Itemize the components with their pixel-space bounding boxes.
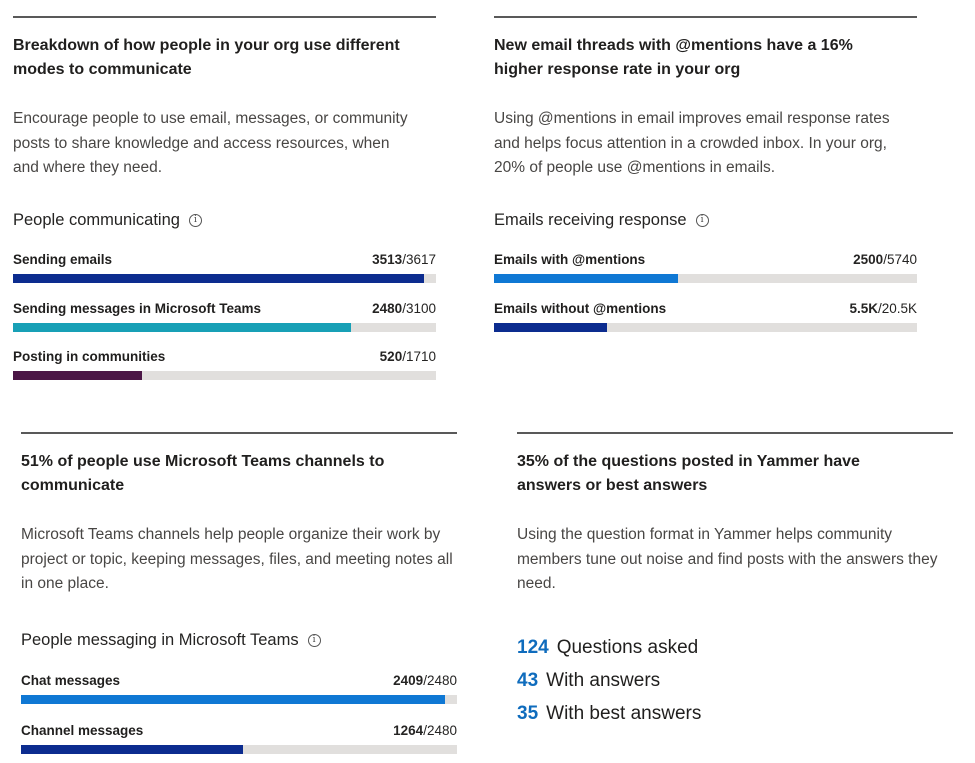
stat-label: Questions asked xyxy=(556,637,699,658)
stat-number: 124 xyxy=(517,637,549,658)
metric-label: Emails without @mentions xyxy=(494,301,667,316)
section-heading-label: People messaging in Microsoft Teams xyxy=(21,631,299,649)
card-description: Microsoft Teams channels help people org… xyxy=(21,526,453,592)
card-title: 35% of the questions posted in Yammer ha… xyxy=(517,453,860,494)
info-icon[interactable]: i xyxy=(695,213,709,227)
card-title: 51% of people use Microsoft Teams channe… xyxy=(21,453,385,494)
metric-label: Channel messages xyxy=(21,723,144,738)
stat-label: With answers xyxy=(546,670,661,691)
section-heading: People messaging in Microsoft Teams i xyxy=(21,629,321,651)
metric-row-posting-communities: Posting in communities 520/1710 xyxy=(13,348,436,380)
progress-track xyxy=(494,323,917,332)
card-title: Breakdown of how people in your org use … xyxy=(13,37,400,78)
card-top-rule xyxy=(494,16,917,18)
metric-row-sending-messages-teams: Sending messages in Microsoft Teams 2480… xyxy=(13,300,436,332)
progress-fill xyxy=(13,274,424,283)
section-heading: Emails receiving response i xyxy=(494,209,709,231)
metric-value: 520/1710 xyxy=(379,349,436,364)
section-heading-label: Emails receiving response xyxy=(494,211,687,229)
info-icon[interactable]: i xyxy=(188,213,202,227)
card-top-rule xyxy=(13,16,436,18)
progress-track xyxy=(13,371,436,380)
card-description: Using @mentions in email improves email … xyxy=(494,110,890,176)
metric-value: 1264/2480 xyxy=(393,723,457,738)
metric-value: 5.5K/20.5K xyxy=(849,301,917,316)
metric-row-chat-messages: Chat messages 2409/2480 xyxy=(21,672,457,704)
card-description: Encourage people to use email, messages,… xyxy=(13,110,408,176)
metric-row-emails-with-mentions: Emails with @mentions 2500/5740 xyxy=(494,251,917,283)
progress-track xyxy=(13,323,436,332)
metric-row-emails-without-mentions: Emails without @mentions 5.5K/20.5K xyxy=(494,300,917,332)
progress-track xyxy=(494,274,917,283)
progress-fill xyxy=(21,695,445,704)
stat-number: 43 xyxy=(517,670,539,691)
progress-track xyxy=(21,745,457,754)
progress-fill xyxy=(494,323,608,332)
metric-value: 2409/2480 xyxy=(393,673,457,688)
communication-modes-card: Breakdown of how people in your org use … xyxy=(13,16,436,386)
card-description: Using the question format in Yammer help… xyxy=(517,526,938,592)
metric-label: Sending messages in Microsoft Teams xyxy=(13,301,262,316)
progress-fill xyxy=(13,323,352,332)
metric-value: 2480/3100 xyxy=(372,301,436,316)
yammer-questions-card: 35% of the questions posted in Yammer ha… xyxy=(517,432,953,732)
progress-fill xyxy=(13,371,142,380)
progress-track xyxy=(13,274,436,283)
metric-value: 3513/3617 xyxy=(372,252,436,267)
stat-with-best-answers: 35 With best answers xyxy=(517,701,701,727)
card-title: New email threads with @mentions have a … xyxy=(494,37,853,78)
teams-channels-card: 51% of people use Microsoft Teams channe… xyxy=(21,432,457,762)
progress-fill xyxy=(494,274,679,283)
info-icon[interactable]: i xyxy=(307,633,321,647)
stat-number: 35 xyxy=(517,703,539,724)
stat-with-answers: 43 With answers xyxy=(517,668,660,694)
stat-questions-asked: 124 Questions asked xyxy=(517,635,698,661)
progress-fill xyxy=(21,745,244,754)
metric-label: Posting in communities xyxy=(13,349,166,364)
metric-label: Sending emails xyxy=(13,252,113,267)
card-top-rule xyxy=(21,432,457,434)
section-heading-label: People communicating xyxy=(13,211,180,229)
metric-row-sending-emails: Sending emails 3513/3617 xyxy=(13,251,436,283)
section-heading: People communicating i xyxy=(13,209,202,231)
progress-track xyxy=(21,695,457,704)
metric-value: 2500/5740 xyxy=(853,252,917,267)
card-top-rule xyxy=(517,432,953,434)
metric-label: Chat messages xyxy=(21,673,121,688)
stat-label: With best answers xyxy=(546,703,702,724)
mentions-response-card: New email threads with @mentions have a … xyxy=(494,16,917,336)
metric-label: Emails with @mentions xyxy=(494,252,646,267)
metric-row-channel-messages: Channel messages 1264/2480 xyxy=(21,722,457,754)
